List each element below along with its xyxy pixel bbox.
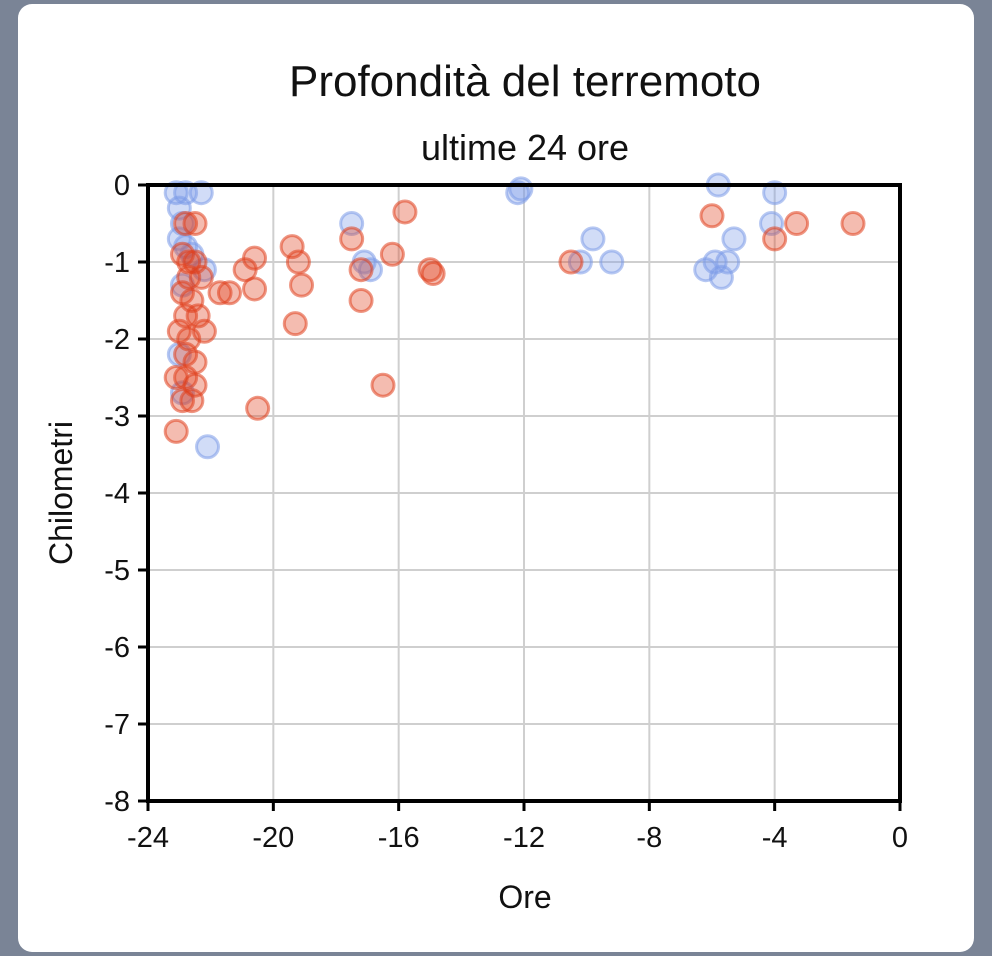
data-point-series-1 — [508, 176, 534, 202]
y-tick-label: -3 — [104, 401, 130, 433]
x-tick-label: -16 — [378, 822, 420, 854]
data-point-series-2 — [179, 388, 205, 414]
data-point-series-2 — [207, 280, 233, 306]
data-point-series-2 — [339, 226, 365, 252]
data-point-series-2 — [784, 211, 810, 236]
data-point-series-2 — [216, 280, 242, 306]
data-point-series-2 — [840, 211, 866, 236]
chart-subtitle: ultime 24 ore — [421, 127, 629, 168]
chart-title: Profondità del terremoto — [289, 57, 761, 106]
data-point-series-2 — [370, 372, 396, 398]
x-tick-label: -8 — [636, 822, 662, 854]
chart-card — [18, 4, 974, 952]
grid-lines — [147, 184, 901, 802]
data-point-series-2 — [289, 272, 315, 298]
data-point-series-2 — [348, 257, 374, 283]
data-point-series-1 — [762, 180, 788, 206]
x-axis-ticks: -24 -20 -16 -12 -8 -4 0 — [127, 801, 908, 854]
data-point-series-2 — [379, 241, 405, 267]
data-point-series-1 — [599, 249, 625, 275]
y-tick-label: -4 — [104, 478, 130, 510]
data-point-series-1 — [715, 249, 741, 275]
data-point-series-2 — [163, 418, 189, 444]
data-point-series-2 — [245, 395, 271, 421]
data-point-series-2 — [188, 264, 214, 290]
data-point-series-2 — [169, 388, 195, 414]
x-tick-label: -12 — [503, 822, 545, 854]
x-axis-label: Ore — [498, 879, 551, 915]
y-tick-label: -8 — [104, 786, 130, 818]
data-point-series-1 — [357, 257, 383, 283]
y-tick-label: 0 — [114, 170, 130, 202]
data-point-series-2 — [392, 199, 418, 225]
data-point-series-1 — [188, 180, 214, 206]
data-point-series-2 — [282, 311, 308, 337]
data-point-series-1 — [721, 226, 747, 252]
data-points — [163, 172, 866, 460]
data-point-series-2 — [182, 211, 208, 236]
data-point-series-2 — [420, 261, 446, 287]
data-point-series-2 — [173, 211, 199, 236]
x-tick-label: 0 — [892, 822, 908, 854]
x-tick-label: -24 — [127, 822, 169, 854]
data-point-series-2 — [699, 203, 725, 229]
y-tick-label: -7 — [104, 709, 130, 741]
data-point-series-1 — [567, 249, 593, 275]
data-point-series-2 — [762, 226, 788, 252]
y-tick-label: -6 — [104, 632, 130, 664]
data-point-series-2 — [242, 276, 268, 302]
data-point-series-2 — [285, 249, 311, 275]
x-tick-label: -4 — [762, 822, 788, 854]
y-tick-label: -1 — [104, 247, 130, 279]
data-point-series-2 — [191, 318, 217, 344]
y-axis-label: Chilometri — [43, 421, 79, 565]
y-tick-label: -5 — [104, 555, 130, 587]
data-point-series-2 — [348, 288, 374, 313]
data-point-series-1 — [580, 226, 606, 252]
data-point-series-2 — [242, 245, 268, 271]
y-tick-label: -2 — [104, 324, 130, 356]
data-point-series-1 — [195, 434, 221, 460]
data-point-series-2 — [558, 249, 584, 275]
y-axis-ticks: 0 -1 -2 -3 -4 -5 -6 -7 -8 — [104, 170, 148, 818]
x-tick-label: -20 — [252, 822, 294, 854]
